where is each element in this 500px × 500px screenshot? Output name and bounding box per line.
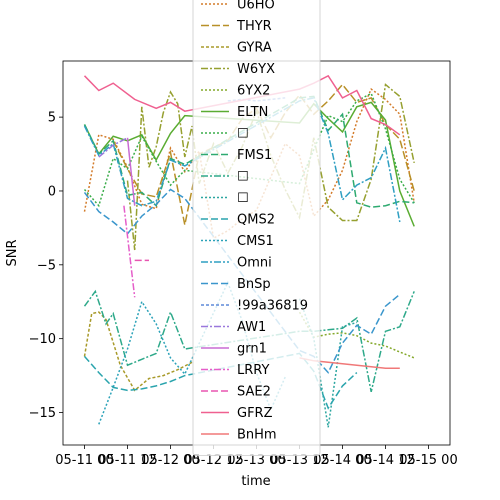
y-axis: −15 −10 −5 0 5 <box>29 111 63 421</box>
legend-label: BnHm <box>237 428 277 443</box>
legend-label: Omni <box>237 256 272 271</box>
series-line-16 <box>126 137 136 206</box>
legend-label: LRRY <box>237 363 269 378</box>
series-line-10 <box>83 352 358 410</box>
x-tick-label: 05-12 00 <box>141 453 199 468</box>
legend-label: !99a36819 <box>237 299 308 314</box>
legend-label: THYR <box>236 19 272 34</box>
legend-label: QMS2 <box>237 213 275 228</box>
legend-label: GFRZ <box>237 406 273 421</box>
x-tick-label: 05-11 12 <box>98 453 156 468</box>
legend-label: BnSp <box>237 277 271 292</box>
legend-label: ☐ <box>237 191 249 206</box>
legend-label: ELTN <box>237 105 268 120</box>
x-tick-label: 05-14 00 <box>313 453 371 468</box>
x-tick-label: 05-13 00 <box>227 453 285 468</box>
y-axis-label: SNR <box>5 239 20 266</box>
legend-label: SAE2 <box>237 385 271 400</box>
legend-label: ☐ <box>237 170 249 185</box>
legend-label: U6HO <box>237 0 275 13</box>
y-tick-label: 5 <box>48 111 56 126</box>
x-tick-label: 05-15 00 <box>399 453 457 468</box>
x-tick-label: 05-13 12 <box>270 453 328 468</box>
y-tick-label: −10 <box>29 332 56 347</box>
x-tick-label: 05-12 12 <box>184 453 242 468</box>
legend: U6HO THYR GYRA W6YX 6YX2 ELTN ☐ FMS1 ☐ ☐ QMS2 CMS1 O… <box>192 0 321 456</box>
y-tick-label: −15 <box>29 406 56 421</box>
legend-label: 6YX2 <box>237 84 270 99</box>
legend-box <box>192 0 321 456</box>
legend-label: CMS1 <box>237 234 274 249</box>
legend-label: AW1 <box>237 320 266 335</box>
x-axis-label: time <box>241 474 270 489</box>
x-tick-label: 05-14 12 <box>356 453 414 468</box>
legend-label: FMS1 <box>237 148 272 163</box>
series-line-17 <box>123 205 136 298</box>
legend-label: ☐ <box>237 127 249 142</box>
y-tick-label: −5 <box>37 258 56 273</box>
series-line-15 <box>98 137 128 158</box>
y-tick-label: 0 <box>48 184 56 199</box>
legend-label: grn1 <box>237 342 267 357</box>
legend-label: W6YX <box>237 62 275 77</box>
legend-label: GYRA <box>237 41 272 56</box>
series-line-2 <box>83 311 193 392</box>
x-tick-label: 05-11 00 <box>55 453 113 468</box>
